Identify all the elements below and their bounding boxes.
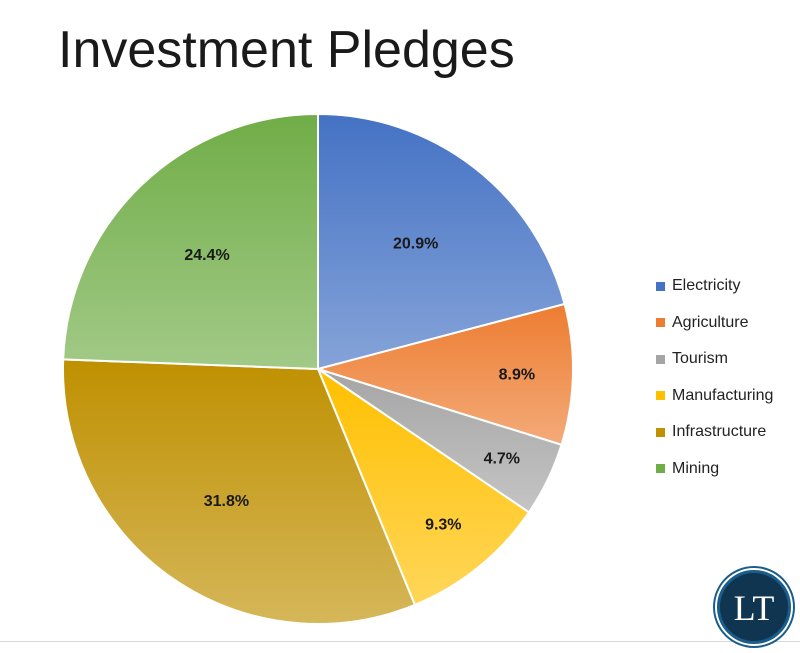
legend-swatch xyxy=(656,427,665,437)
legend-label: Mining xyxy=(672,459,720,477)
legend-item-tourism: Tourism xyxy=(656,341,773,378)
pie-slice-shade-infrastructure xyxy=(63,359,415,624)
slice-label-mining: 24.4% xyxy=(184,247,229,264)
legend-item-agriculture: Agriculture xyxy=(656,305,773,342)
logo-text: LT xyxy=(734,588,775,628)
legend-label: Electricity xyxy=(672,277,741,295)
pie-slice-shade-mining xyxy=(63,114,318,369)
slice-label-infrastructure: 31.8% xyxy=(204,493,249,510)
pie-labels: 20.9% 8.9% 4.7% 9.3% 31.8% 24.4% xyxy=(184,235,535,533)
legend: Electricity Agriculture Tourism Manufacturi… xyxy=(656,268,773,487)
legend-swatch xyxy=(656,354,665,364)
pie-slice-shade-electricity xyxy=(318,114,565,369)
legend-swatch xyxy=(656,464,665,474)
slice-label-manufacturing: 9.3% xyxy=(425,516,461,533)
slice-label-electricity: 20.9% xyxy=(393,235,438,252)
legend-item-mining: Mining xyxy=(656,451,773,488)
legend-label: Infrastructure xyxy=(672,423,767,441)
slice-label-agriculture: 8.9% xyxy=(499,366,535,383)
pie-slices xyxy=(62,112,574,625)
divider xyxy=(0,641,800,642)
lt-logo: LT xyxy=(713,566,795,648)
legend-label: Manufacturing xyxy=(672,386,774,404)
legend-swatch xyxy=(656,318,665,328)
legend-label: Agriculture xyxy=(672,313,749,331)
legend-swatch xyxy=(656,391,665,401)
logo-ring-highlight xyxy=(715,568,793,646)
pie-slice-shade-manufacturing xyxy=(318,369,529,605)
legend-label: Tourism xyxy=(672,350,729,368)
chart-title: Investment Pledges xyxy=(58,21,515,79)
legend-swatch xyxy=(656,281,665,291)
legend-item-infrastructure: Infrastructure xyxy=(656,414,773,451)
legend-item-manufacturing: Manufacturing xyxy=(656,378,773,415)
pie-slice-shade-tourism xyxy=(318,369,562,513)
pie-slice-shade-agriculture xyxy=(318,304,573,445)
logo-inner xyxy=(720,573,788,641)
legend-item-electricity: Electricity xyxy=(656,268,773,305)
slice-label-tourism: 4.7% xyxy=(484,451,520,468)
